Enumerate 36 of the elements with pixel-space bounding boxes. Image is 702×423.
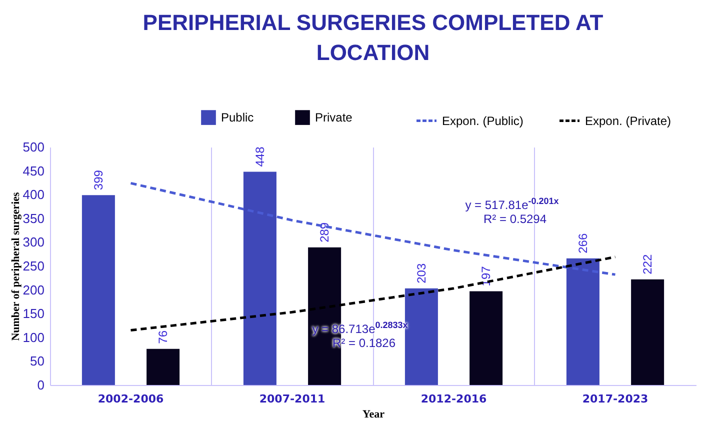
bar — [243, 172, 276, 385]
x-tick-label: 2002-2006 — [98, 392, 164, 406]
legend-label: Expon. (Private) — [585, 114, 672, 128]
data-label: 203 — [414, 263, 428, 284]
data-label: 222 — [640, 254, 655, 274]
y-tick-label: 100 — [22, 330, 44, 345]
y-tick-label: 350 — [22, 210, 44, 226]
y-tick-label: 200 — [22, 282, 44, 298]
bar — [566, 258, 600, 385]
y-tick-label: 150 — [22, 306, 44, 322]
y-tick-label: 500 — [22, 140, 44, 154]
chart-title: PERIPHERIAL SURGERIES COMPLETED AT LOCATION — [142, 10, 604, 65]
y-tick-label: 450 — [22, 163, 44, 178]
y-axis-title: Number of peripheral surgeries — [10, 191, 22, 341]
data-label: 448 — [252, 146, 267, 167]
data-label: 266 — [576, 233, 590, 254]
x-axis-title: Year — [362, 408, 385, 420]
y-tick-label: 300 — [22, 234, 44, 250]
bar — [470, 291, 503, 385]
data-label: 76 — [156, 330, 170, 344]
y-tick-label: 250 — [22, 258, 44, 274]
y-tick-label: 400 — [22, 187, 44, 202]
data-label: 399 — [91, 170, 106, 190]
y-tick-label: 0 — [37, 378, 44, 392]
annotation: R² = 0.5294 — [483, 212, 547, 226]
legend-label: Public — [221, 110, 254, 125]
bar — [146, 348, 180, 385]
bar — [82, 195, 115, 385]
x-tick-label: 2017-2023 — [582, 392, 648, 406]
annotation: y = 517.81e$^{-0.201x}$ — [465, 196, 559, 212]
legend-label: Expon. (Public) — [442, 114, 524, 128]
x-tick-label: 2007-2011 — [259, 392, 326, 406]
bar — [631, 279, 664, 385]
y-tick-label: 50 — [30, 354, 44, 369]
legend-label: Private — [315, 110, 353, 125]
x-tick-label: 2012-2016 — [420, 392, 487, 406]
